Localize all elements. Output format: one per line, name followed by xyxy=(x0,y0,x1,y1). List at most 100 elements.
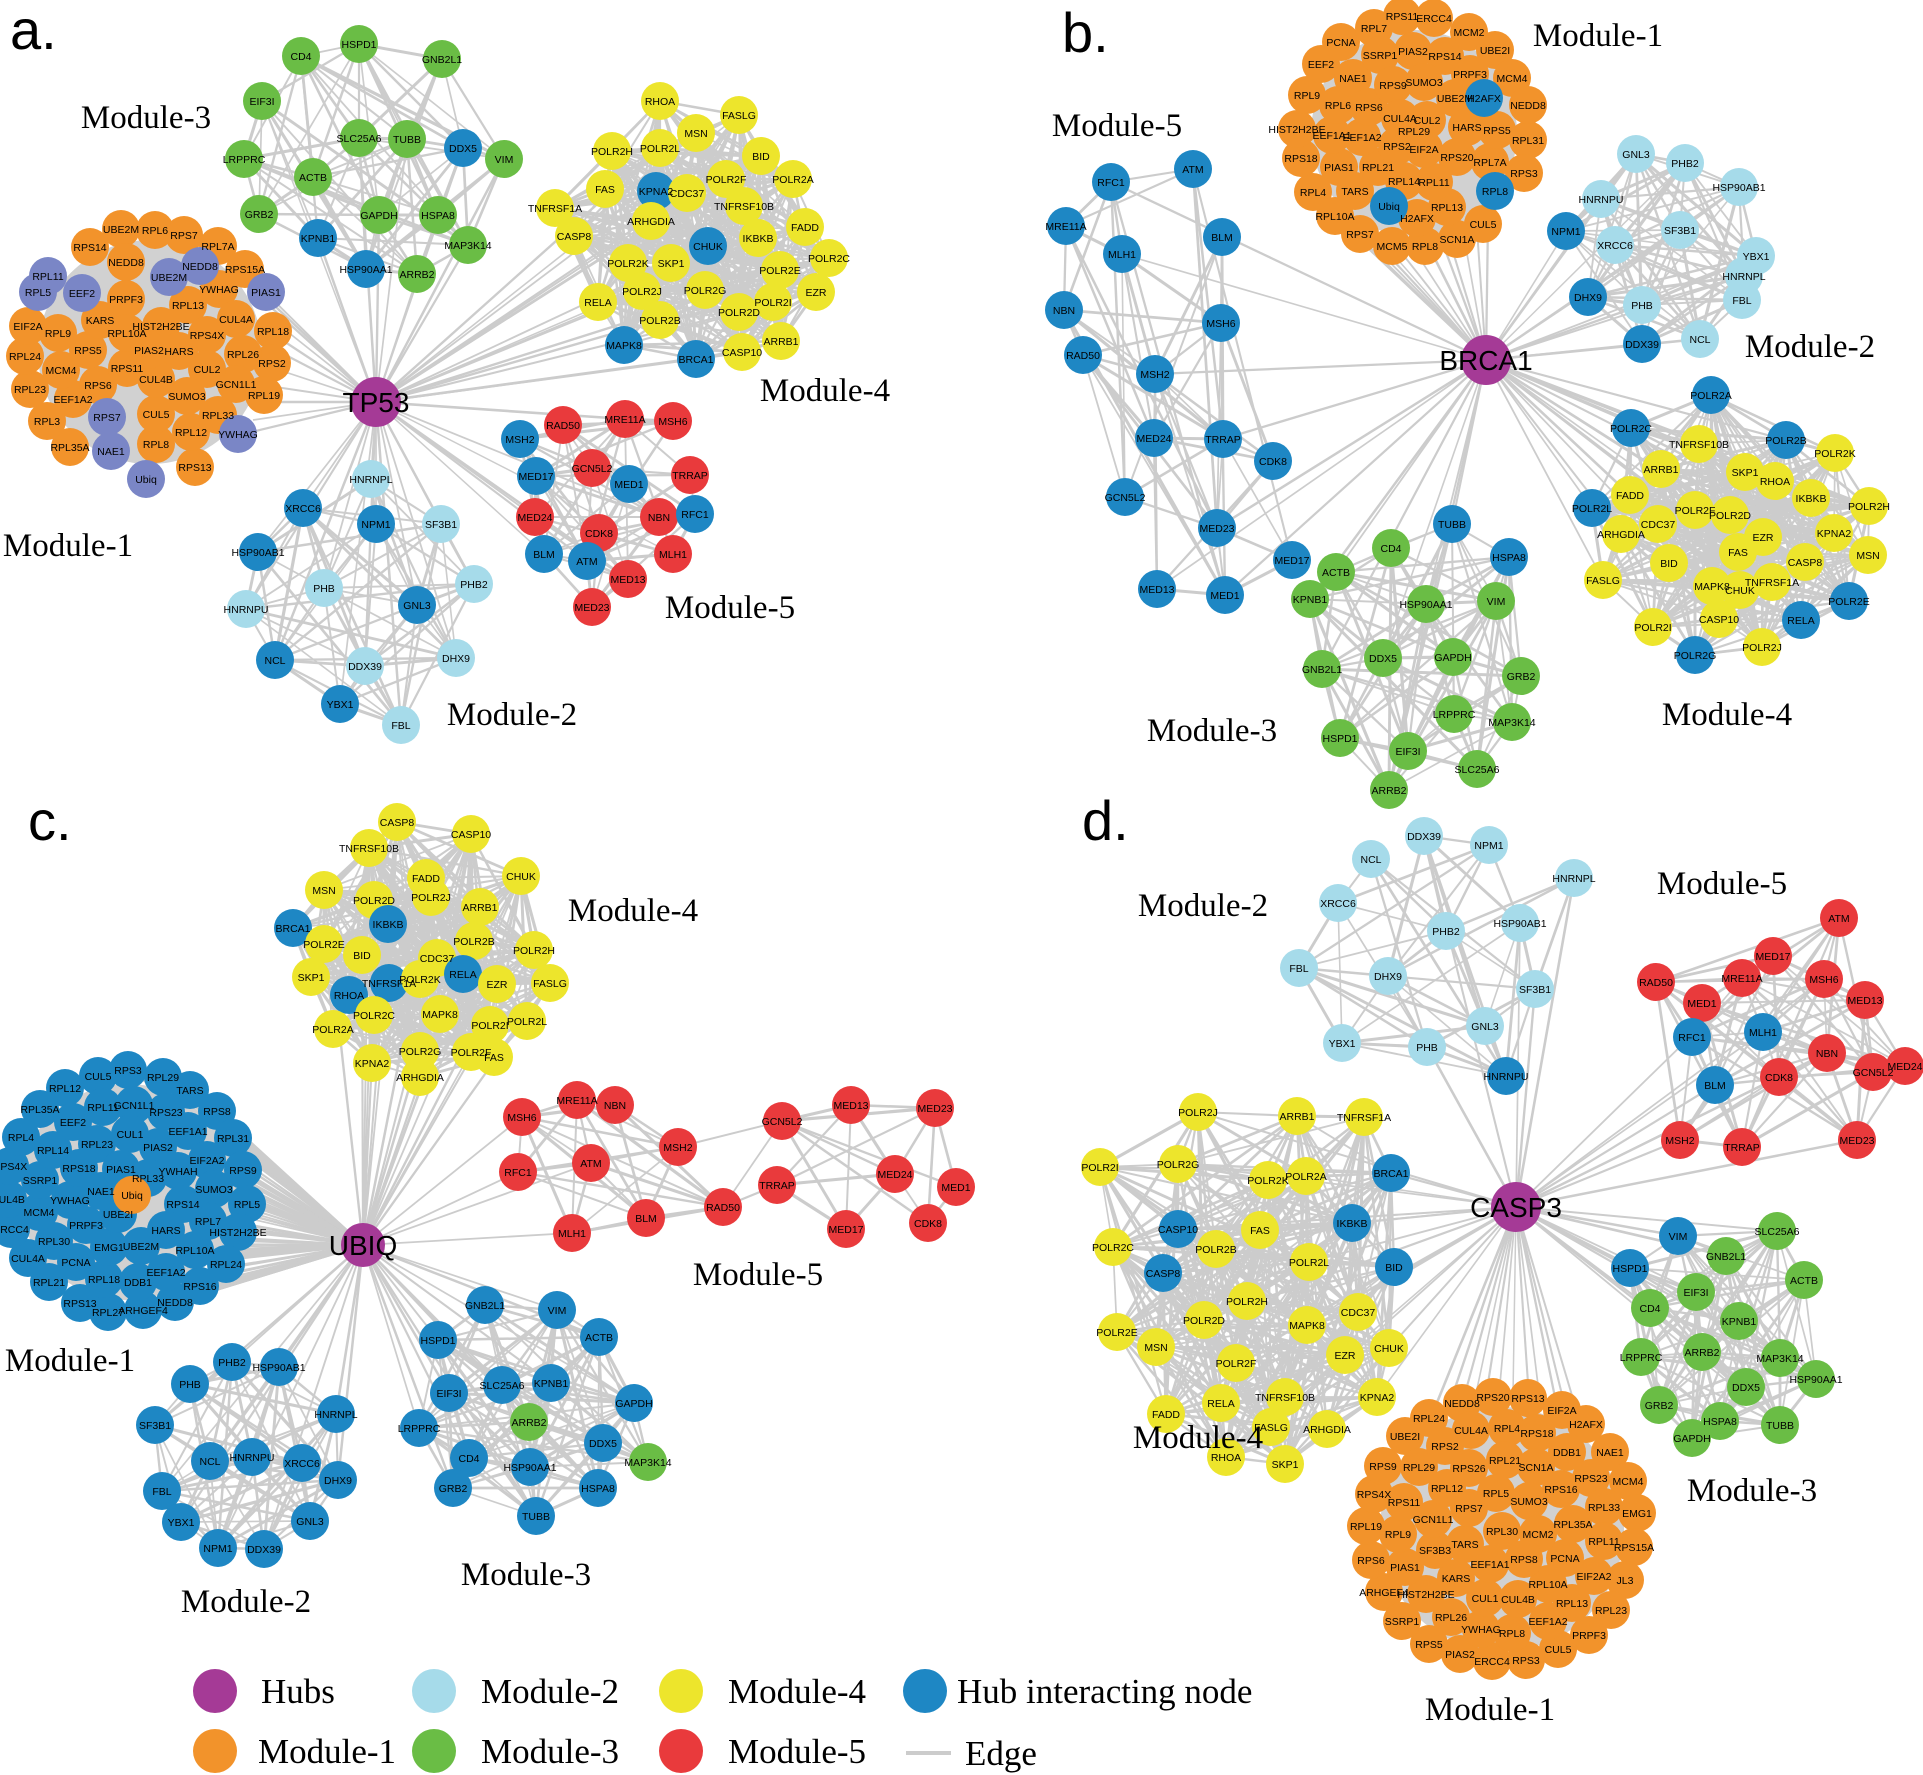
svg-text:TUBB: TUBB xyxy=(522,1511,550,1523)
svg-text:ATM: ATM xyxy=(576,556,597,568)
svg-text:Module-5: Module-5 xyxy=(665,590,795,626)
svg-text:ACTB: ACTB xyxy=(299,172,327,184)
svg-text:BLM: BLM xyxy=(533,549,555,561)
svg-text:MLH1: MLH1 xyxy=(1108,249,1136,261)
svg-text:EIF2A2: EIF2A2 xyxy=(1576,1571,1611,1583)
svg-text:MED1: MED1 xyxy=(1210,590,1239,602)
svg-text:FADD: FADD xyxy=(412,873,440,885)
svg-text:Module-5: Module-5 xyxy=(1052,108,1182,144)
svg-text:RPL9: RPL9 xyxy=(45,328,71,340)
svg-text:CDK8: CDK8 xyxy=(1259,456,1287,468)
svg-text:DDX39: DDX39 xyxy=(1625,339,1659,351)
svg-text:POLR2C: POLR2C xyxy=(1092,1242,1134,1254)
svg-text:EMG1: EMG1 xyxy=(94,1242,124,1254)
svg-text:PIAS2: PIAS2 xyxy=(143,1142,173,1154)
svg-text:PRPF3: PRPF3 xyxy=(69,1220,103,1232)
svg-text:RPS3: RPS3 xyxy=(114,1065,142,1077)
svg-text:EEF1A1: EEF1A1 xyxy=(1470,1559,1509,1571)
svg-text:KARS: KARS xyxy=(1442,1573,1471,1585)
svg-text:LRPPRC: LRPPRC xyxy=(1433,709,1476,721)
svg-text:DDX5: DDX5 xyxy=(1732,1382,1760,1394)
svg-text:POLR2I: POLR2I xyxy=(471,1020,508,1032)
svg-text:RPL6: RPL6 xyxy=(1325,100,1351,112)
svg-text:RPL29: RPL29 xyxy=(147,1072,179,1084)
svg-text:NEDD8: NEDD8 xyxy=(157,1297,193,1309)
svg-text:Module-2: Module-2 xyxy=(447,697,577,733)
svg-text:BRCA1: BRCA1 xyxy=(678,354,713,366)
svg-text:POLR2B: POLR2B xyxy=(453,936,494,948)
svg-text:RPL18: RPL18 xyxy=(88,1274,120,1286)
svg-text:HSPA8: HSPA8 xyxy=(1492,552,1526,564)
svg-text:CDC37: CDC37 xyxy=(670,188,705,200)
svg-text:VIM: VIM xyxy=(1669,1231,1688,1243)
svg-text:RHOA: RHOA xyxy=(1211,1452,1241,1464)
svg-text:CUL4B: CUL4B xyxy=(139,374,173,386)
svg-text:TUBB: TUBB xyxy=(1766,1420,1794,1432)
svg-text:RPS8: RPS8 xyxy=(203,1106,231,1118)
svg-text:RPS6: RPS6 xyxy=(1355,102,1383,114)
svg-text:RPL24: RPL24 xyxy=(9,351,41,363)
svg-text:NAE1: NAE1 xyxy=(1339,73,1367,85)
svg-text:SKP1: SKP1 xyxy=(1272,1459,1299,1471)
svg-text:GNB2L1: GNB2L1 xyxy=(1706,1251,1746,1263)
svg-text:MED24: MED24 xyxy=(517,512,552,524)
svg-text:TRRAP: TRRAP xyxy=(672,470,708,482)
svg-text:RPL14: RPL14 xyxy=(37,1145,69,1157)
svg-text:RFC1: RFC1 xyxy=(1097,177,1125,189)
svg-text:NCL: NCL xyxy=(264,655,285,667)
svg-text:RPS13: RPS13 xyxy=(178,462,211,474)
svg-text:RPL26: RPL26 xyxy=(227,349,259,361)
svg-text:RPS11: RPS11 xyxy=(1388,1497,1421,1509)
svg-text:MRE11A: MRE11A xyxy=(604,414,645,426)
svg-text:MED13: MED13 xyxy=(610,574,645,586)
svg-text:CASP10: CASP10 xyxy=(451,829,491,841)
svg-text:MED13: MED13 xyxy=(833,1100,868,1112)
svg-text:TNFRSF1A: TNFRSF1A xyxy=(1337,1112,1391,1124)
svg-text:Module-3: Module-3 xyxy=(481,1732,619,1771)
svg-text:RPS7: RPS7 xyxy=(1346,229,1374,241)
svg-text:MED24: MED24 xyxy=(877,1169,912,1181)
svg-text:EEF1A2: EEF1A2 xyxy=(53,394,92,406)
svg-text:RPL4: RPL4 xyxy=(1494,1423,1520,1435)
svg-text:NAE1: NAE1 xyxy=(1596,1447,1624,1459)
svg-text:Module-4: Module-4 xyxy=(760,373,890,409)
svg-text:NEDD8: NEDD8 xyxy=(1444,1398,1480,1410)
svg-text:SF3B3: SF3B3 xyxy=(1419,1545,1451,1557)
svg-text:FAS: FAS xyxy=(1250,1225,1270,1237)
svg-text:BID: BID xyxy=(1385,1262,1403,1274)
svg-text:KPNA2: KPNA2 xyxy=(1360,1392,1395,1404)
svg-text:DDX5: DDX5 xyxy=(589,1438,617,1450)
svg-text:MCM4: MCM4 xyxy=(46,365,77,377)
svg-text:IKBKB: IKBKB xyxy=(373,919,404,931)
svg-text:RPL24: RPL24 xyxy=(210,1259,242,1271)
svg-text:RPS14: RPS14 xyxy=(73,242,106,254)
svg-text:PIAS1: PIAS1 xyxy=(1324,162,1354,174)
svg-text:RPL5: RPL5 xyxy=(1483,1488,1509,1500)
svg-text:TARS: TARS xyxy=(176,1085,203,1097)
svg-text:NCL: NCL xyxy=(199,1456,220,1468)
svg-text:POLR2B: POLR2B xyxy=(1195,1244,1236,1256)
svg-text:POLR2F: POLR2F xyxy=(451,1047,492,1059)
svg-text:HNRNPU: HNRNPU xyxy=(230,1452,275,1464)
svg-text:FADD: FADD xyxy=(791,222,819,234)
svg-text:PIAS2: PIAS2 xyxy=(134,345,164,357)
svg-text:DDX39: DDX39 xyxy=(247,1544,281,1556)
svg-text:RPL5: RPL5 xyxy=(25,287,51,299)
svg-text:RPS4X: RPS4X xyxy=(1357,1489,1391,1501)
svg-text:GCN5L2: GCN5L2 xyxy=(572,463,613,475)
svg-text:RPL11: RPL11 xyxy=(1588,1536,1619,1548)
svg-text:RPL8: RPL8 xyxy=(1499,1628,1525,1640)
svg-text:RHOA: RHOA xyxy=(645,96,675,108)
svg-text:ARHGDIA: ARHGDIA xyxy=(1597,529,1645,541)
svg-text:MSH2: MSH2 xyxy=(1665,1135,1694,1147)
svg-text:CASP8: CASP8 xyxy=(557,231,592,243)
svg-text:POLR2E: POLR2E xyxy=(759,265,800,277)
svg-text:MAP3K14: MAP3K14 xyxy=(444,240,491,252)
svg-text:FAS: FAS xyxy=(1728,547,1748,559)
svg-text:SLC25A6: SLC25A6 xyxy=(337,133,382,145)
svg-text:MSH2: MSH2 xyxy=(505,434,534,446)
svg-text:CUL4B: CUL4B xyxy=(0,1194,25,1206)
svg-text:PIAS2: PIAS2 xyxy=(1445,1649,1475,1661)
svg-text:BRCA1: BRCA1 xyxy=(275,923,310,935)
svg-text:MRE11A: MRE11A xyxy=(556,1095,597,1107)
